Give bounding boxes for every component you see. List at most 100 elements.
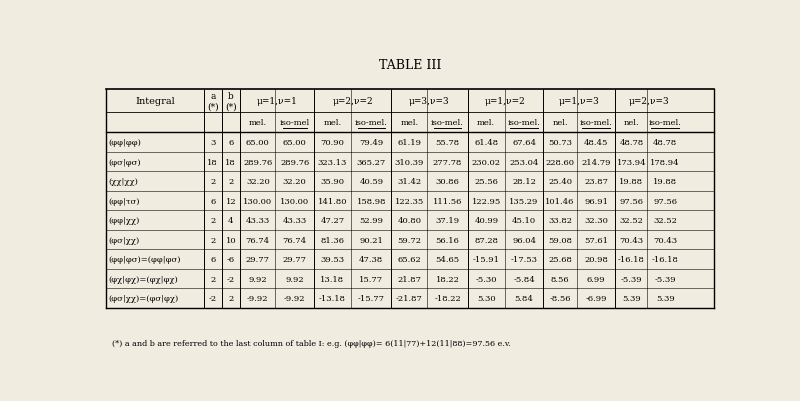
Text: 61.19: 61.19 <box>398 139 422 147</box>
Text: 9.92: 9.92 <box>249 275 267 283</box>
Text: 214.79: 214.79 <box>582 158 610 166</box>
Text: 45.10: 45.10 <box>512 217 536 225</box>
Text: 96.91: 96.91 <box>584 197 608 205</box>
Text: 122.95: 122.95 <box>472 197 501 205</box>
Text: 56.16: 56.16 <box>435 236 459 244</box>
Text: 29.77: 29.77 <box>282 255 306 263</box>
Text: 32.20: 32.20 <box>246 178 270 186</box>
Text: 101.46: 101.46 <box>546 197 574 205</box>
Text: mel.: mel. <box>249 119 267 127</box>
Text: (φφ|τσ): (φφ|τσ) <box>109 197 140 205</box>
Text: 2: 2 <box>210 275 215 283</box>
Text: mel.: mel. <box>400 119 418 127</box>
Text: 25.56: 25.56 <box>474 178 498 186</box>
Text: 10: 10 <box>226 236 236 244</box>
Text: 59.08: 59.08 <box>548 236 572 244</box>
Text: b
(*): b (*) <box>225 92 237 111</box>
Text: 97.56: 97.56 <box>653 197 677 205</box>
Text: -2: -2 <box>209 294 217 302</box>
Text: mel.: mel. <box>477 119 495 127</box>
Text: 365.27: 365.27 <box>357 158 386 166</box>
Text: 18.22: 18.22 <box>435 275 459 283</box>
Text: 2: 2 <box>210 217 215 225</box>
Text: 47.38: 47.38 <box>359 255 383 263</box>
Text: 111.56: 111.56 <box>433 197 462 205</box>
Text: 81.36: 81.36 <box>321 236 345 244</box>
Text: -15.91: -15.91 <box>473 255 500 263</box>
Text: 67.64: 67.64 <box>512 139 536 147</box>
Text: 70.90: 70.90 <box>321 139 345 147</box>
Text: 6: 6 <box>210 197 215 205</box>
Text: 141.80: 141.80 <box>318 197 347 205</box>
Text: iso-mel.: iso-mel. <box>579 119 613 127</box>
Text: 323.13: 323.13 <box>318 158 347 166</box>
Text: 37.19: 37.19 <box>435 217 459 225</box>
Text: 32.30: 32.30 <box>584 217 608 225</box>
Text: nel.: nel. <box>552 119 568 127</box>
Text: 29.77: 29.77 <box>246 255 270 263</box>
Text: iso-mel.: iso-mel. <box>649 119 682 127</box>
Text: -2: -2 <box>226 275 235 283</box>
Text: 2: 2 <box>228 178 234 186</box>
Text: 35.90: 35.90 <box>321 178 345 186</box>
Text: -5.84: -5.84 <box>514 275 535 283</box>
Text: 130.00: 130.00 <box>243 197 272 205</box>
Text: a
(*): a (*) <box>207 92 218 111</box>
Text: 48.78: 48.78 <box>653 139 678 147</box>
Text: -17.53: -17.53 <box>510 255 538 263</box>
Text: 130.00: 130.00 <box>280 197 310 205</box>
Text: -9.92: -9.92 <box>247 294 269 302</box>
Text: 47.27: 47.27 <box>321 217 345 225</box>
Text: 289.76: 289.76 <box>243 158 273 166</box>
Text: 5.39: 5.39 <box>622 294 641 302</box>
Text: 23.87: 23.87 <box>584 178 608 186</box>
Text: -8.56: -8.56 <box>550 294 570 302</box>
Text: (φσ|φσ): (φσ|φσ) <box>109 158 142 166</box>
Text: 39.53: 39.53 <box>321 255 345 263</box>
Text: -6: -6 <box>226 255 235 263</box>
Text: 87.28: 87.28 <box>474 236 498 244</box>
Text: 21.87: 21.87 <box>398 275 422 283</box>
Text: (φσ|χχ): (φσ|χχ) <box>109 236 140 244</box>
Text: 43.33: 43.33 <box>246 217 270 225</box>
Text: 4: 4 <box>228 217 234 225</box>
Text: 65.00: 65.00 <box>246 139 270 147</box>
Text: 90.21: 90.21 <box>359 236 383 244</box>
Text: 76.74: 76.74 <box>282 236 306 244</box>
Text: μ=2,ν=3: μ=2,ν=3 <box>629 97 670 106</box>
Text: -16.18: -16.18 <box>618 255 645 263</box>
Text: -5.39: -5.39 <box>654 275 676 283</box>
Text: -6.99: -6.99 <box>586 294 606 302</box>
Text: -9.92: -9.92 <box>284 294 306 302</box>
Text: 40.59: 40.59 <box>359 178 383 186</box>
Text: 178.94: 178.94 <box>650 158 680 166</box>
Text: 3: 3 <box>210 139 215 147</box>
Text: 40.80: 40.80 <box>398 217 422 225</box>
Text: 18: 18 <box>207 158 218 166</box>
Text: 12: 12 <box>226 197 236 205</box>
Text: 173.94: 173.94 <box>617 158 646 166</box>
Text: 6: 6 <box>210 255 215 263</box>
Text: 48.78: 48.78 <box>619 139 643 147</box>
Text: 65.00: 65.00 <box>283 139 306 147</box>
Text: 76.74: 76.74 <box>246 236 270 244</box>
Text: 19.88: 19.88 <box>619 178 643 186</box>
Text: μ=1,ν=3: μ=1,ν=3 <box>559 97 600 106</box>
Text: 43.33: 43.33 <box>282 217 307 225</box>
Text: μ=3,ν=3: μ=3,ν=3 <box>410 97 450 106</box>
Text: -16.18: -16.18 <box>652 255 678 263</box>
Text: 33.82: 33.82 <box>548 217 572 225</box>
Text: -18.22: -18.22 <box>434 294 461 302</box>
Text: 2: 2 <box>210 178 215 186</box>
Text: 52.99: 52.99 <box>359 217 383 225</box>
Text: 277.78: 277.78 <box>433 158 462 166</box>
Text: (φφ|φσ)=(φφ|φσ): (φφ|φσ)=(φφ|φσ) <box>109 255 181 263</box>
Text: iso-mel: iso-mel <box>279 119 310 127</box>
Text: 65.62: 65.62 <box>398 255 422 263</box>
Text: -21.87: -21.87 <box>396 294 423 302</box>
Text: 57.61: 57.61 <box>584 236 608 244</box>
Text: 6: 6 <box>228 139 234 147</box>
Text: 55.78: 55.78 <box>435 139 459 147</box>
Text: 2: 2 <box>210 236 215 244</box>
Text: 28.12: 28.12 <box>512 178 536 186</box>
